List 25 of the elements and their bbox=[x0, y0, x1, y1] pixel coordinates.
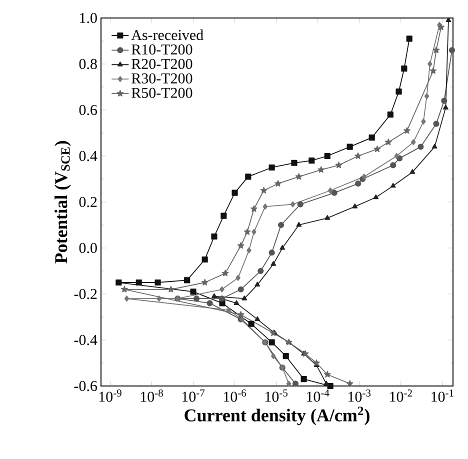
x-tick-label: 10$^{-4}$ bbox=[307, 390, 330, 402]
y-axis-title: Potential (V$_{SCE}$) bbox=[54, 141, 71, 264]
legend-label: R50-T200 bbox=[132, 88, 192, 98]
x-tick-label: 10$^{-3}$ bbox=[348, 390, 371, 402]
x-tick-label: 10$^{-5}$ bbox=[265, 390, 288, 402]
y-tick-label: 0.4 bbox=[79, 150, 98, 162]
x-tick-label: 10$^{-9}$ bbox=[99, 390, 122, 402]
legend-label: R10-T200 bbox=[132, 44, 192, 55]
x-tick-label: 10$^{-2}$ bbox=[390, 390, 412, 402]
legend-label: R20-T200 bbox=[132, 58, 192, 69]
y-tick-label: 0.0 bbox=[79, 242, 97, 254]
y-tick-label: -0.4 bbox=[74, 334, 98, 346]
y-tick-label: -0.2 bbox=[74, 288, 97, 300]
y-tick-label: 1.0 bbox=[80, 12, 97, 24]
x-tick-label: 10$^{-1}$ bbox=[432, 390, 454, 402]
y-tick-label: 0.2 bbox=[79, 196, 97, 208]
legend-label: As-received bbox=[131, 30, 204, 40]
x-tick-label: 10$^{-7}$ bbox=[182, 390, 205, 402]
y-tick-label: 0.8 bbox=[79, 58, 97, 70]
legend-label: R30-T200 bbox=[132, 73, 192, 84]
x-axis-title: Current density (A/cm$^{2}$) bbox=[184, 406, 370, 426]
x-tick-label: 10$^{-6}$ bbox=[224, 390, 246, 402]
y-tick-label: -0.6 bbox=[74, 380, 98, 392]
x-tick-label: 10$^{-8}$ bbox=[140, 390, 163, 402]
y-tick-label: 0.6 bbox=[79, 104, 98, 116]
